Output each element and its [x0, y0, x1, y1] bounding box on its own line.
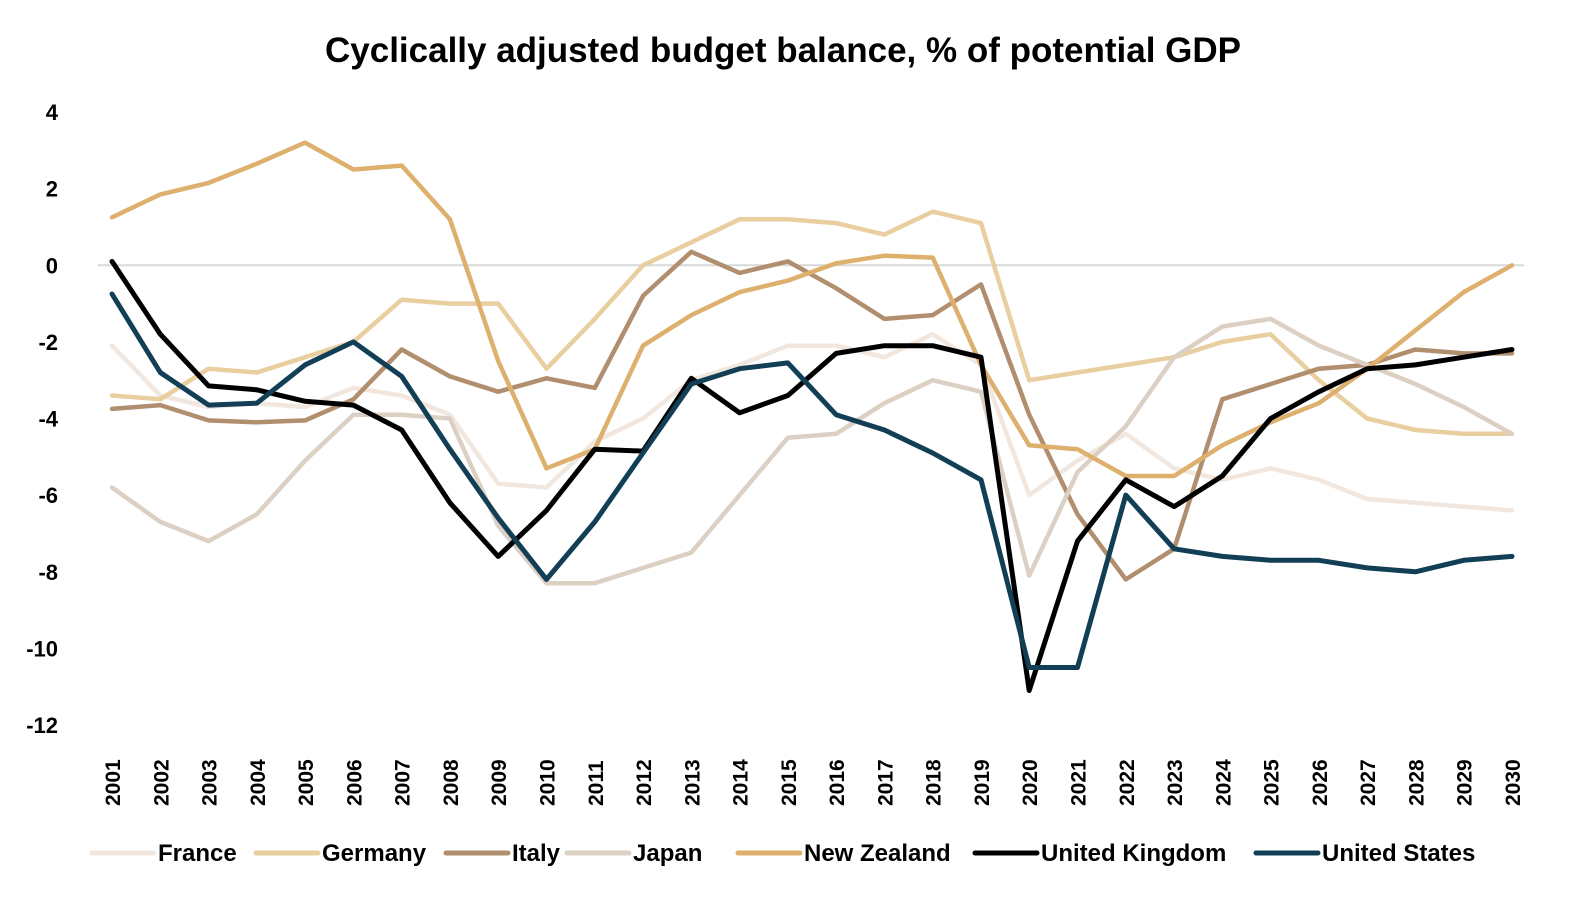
x-tick-label: 2004: [247, 759, 270, 806]
series-line: [109, 258, 1515, 693]
x-tick-label: 2025: [1261, 759, 1284, 806]
x-tick-label: 2008: [440, 759, 463, 806]
legend-label: Italy: [512, 840, 561, 867]
legend-item: United States: [1253, 840, 1475, 867]
series-line: [109, 316, 1515, 586]
x-tick-label: 2011: [585, 760, 608, 806]
x-tick-label: 2020: [1019, 759, 1042, 806]
series-line: [109, 291, 1515, 670]
x-tick-label: 2023: [1164, 759, 1187, 806]
legend-label: United Kingdom: [1041, 840, 1226, 867]
series-group: [109, 140, 1515, 693]
legend: France Germany Italy Japan New Zealand United…: [89, 840, 1475, 867]
x-tick-label: 2010: [536, 759, 559, 806]
y-tick-label: 2: [46, 177, 58, 202]
series-france: [109, 331, 1515, 513]
legend-item: Japan: [564, 840, 702, 867]
x-axis: 2001 2002 2003 2004 2005 2006 2007 2008 2009 2010…: [102, 759, 1525, 806]
x-tick-label: 2014: [730, 759, 753, 806]
x-tick-label: 2029: [1454, 759, 1477, 806]
y-tick-label: -6: [38, 483, 58, 508]
y-tick-label: -8: [38, 560, 58, 585]
series-united-kingdom: [109, 258, 1515, 693]
x-tick-label: 2006: [343, 759, 366, 806]
x-tick-label: 2015: [778, 759, 801, 806]
series-united-states: [109, 291, 1515, 670]
y-axis: 4 2 0 -2 -4 -6 -8 -10 -12: [26, 100, 59, 738]
series-line: [109, 331, 1515, 513]
y-tick-label: 0: [46, 253, 58, 278]
legend-label: New Zealand: [804, 840, 951, 867]
x-tick-label: 2017: [874, 759, 897, 806]
x-tick-label: 2003: [199, 759, 222, 806]
legend-item: France: [89, 840, 237, 867]
legend-label: France: [158, 840, 237, 867]
legend-item: Italy: [443, 840, 561, 867]
series-new-zealand: [109, 140, 1515, 479]
x-tick-label: 2001: [102, 759, 125, 806]
legend-label: Japan: [633, 840, 702, 867]
x-tick-label: 2002: [150, 759, 173, 806]
y-tick-label: -10: [26, 636, 58, 661]
y-tick-label: -4: [38, 407, 58, 432]
x-tick-label: 2007: [392, 759, 415, 806]
x-tick-label: 2027: [1357, 759, 1380, 806]
x-tick-label: 2016: [826, 759, 849, 806]
x-tick-label: 2009: [488, 759, 511, 806]
x-tick-label: 2012: [633, 759, 656, 806]
x-tick-label: 2021: [1068, 759, 1091, 806]
x-tick-label: 2005: [295, 759, 318, 806]
legend-item: United Kingdom: [972, 840, 1226, 867]
x-tick-label: 2026: [1309, 759, 1332, 806]
x-tick-label: 2022: [1116, 759, 1139, 806]
x-tick-label: 2013: [681, 759, 704, 806]
y-tick-label: -2: [38, 330, 58, 355]
y-tick-label: -12: [26, 713, 58, 738]
legend-item: New Zealand: [735, 840, 951, 867]
series-line: [109, 140, 1515, 479]
series-japan: [109, 316, 1515, 586]
legend-item: Germany: [253, 840, 427, 867]
legend-label: Germany: [322, 840, 427, 867]
x-tick-label: 2024: [1212, 759, 1235, 806]
x-tick-label: 2030: [1502, 759, 1525, 806]
series-italy: [109, 249, 1515, 582]
y-tick-label: 4: [46, 100, 59, 125]
chart-title: Cyclically adjusted budget balance, % of…: [325, 31, 1241, 70]
legend-label: United States: [1322, 840, 1475, 867]
x-tick-label: 2018: [923, 759, 946, 806]
x-tick-label: 2019: [971, 759, 994, 806]
x-tick-label: 2028: [1405, 759, 1428, 806]
series-line: [109, 249, 1515, 582]
